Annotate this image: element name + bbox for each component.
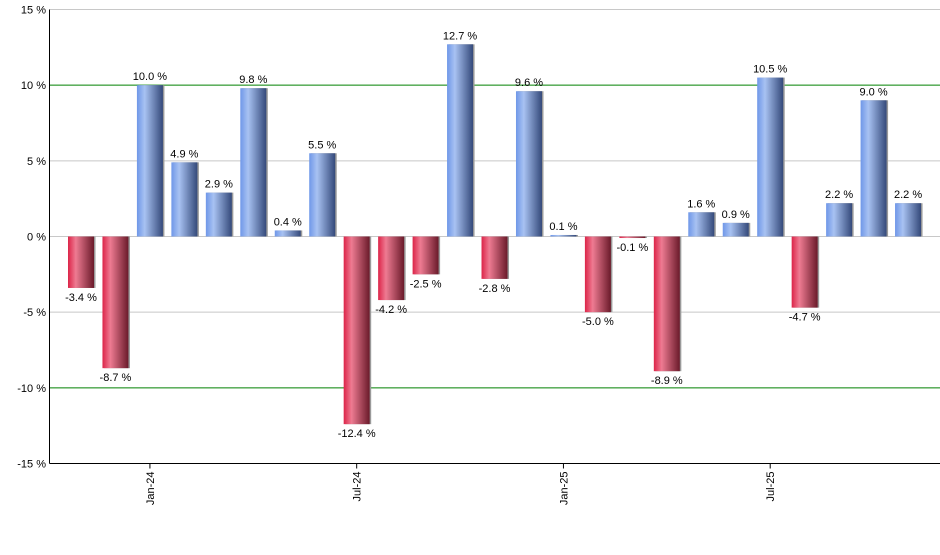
data-label: 10.5 % bbox=[753, 64, 787, 76]
x-tick-label: Jul-25 bbox=[765, 472, 777, 502]
data-label: 2.9 % bbox=[205, 179, 233, 191]
bar bbox=[895, 203, 921, 236]
y-tick-label: -5 % bbox=[23, 307, 46, 319]
bar bbox=[240, 88, 266, 236]
bar bbox=[861, 100, 887, 236]
x-tick-label: Jul-24 bbox=[352, 472, 364, 502]
data-label: 2.2 % bbox=[894, 189, 922, 201]
bar bbox=[68, 237, 94, 288]
bar bbox=[688, 212, 714, 236]
data-label: -2.5 % bbox=[410, 278, 442, 290]
data-label: -5.0 % bbox=[582, 316, 614, 328]
bar bbox=[102, 237, 128, 369]
bar bbox=[413, 237, 439, 275]
bar bbox=[654, 237, 680, 372]
data-label: 0.1 % bbox=[549, 221, 577, 233]
y-tick-label: 0 % bbox=[27, 232, 46, 244]
x-tick-label: Jan-25 bbox=[558, 472, 570, 506]
bar bbox=[792, 237, 818, 308]
data-label: -8.9 % bbox=[651, 375, 683, 387]
bar bbox=[550, 235, 576, 237]
bar bbox=[206, 193, 232, 237]
data-label: -12.4 % bbox=[338, 428, 376, 440]
y-tick-label: 10 % bbox=[21, 80, 46, 92]
data-label: 4.9 % bbox=[170, 148, 198, 160]
bar bbox=[826, 203, 852, 236]
data-label: 2.2 % bbox=[825, 189, 853, 201]
bar bbox=[619, 237, 645, 239]
data-label: -4.7 % bbox=[789, 312, 821, 324]
data-label: -4.2 % bbox=[375, 304, 407, 316]
y-tick-label: 15 % bbox=[21, 5, 46, 17]
x-tick-label: Jan-24 bbox=[145, 472, 157, 506]
bar bbox=[378, 237, 404, 301]
y-tick-label: -15 % bbox=[17, 459, 46, 471]
data-label: 12.7 % bbox=[443, 30, 477, 42]
data-label: 5.5 % bbox=[308, 139, 336, 151]
bar bbox=[275, 230, 301, 236]
data-label: 0.4 % bbox=[274, 216, 302, 228]
bar bbox=[309, 153, 335, 236]
data-label: -0.1 % bbox=[616, 242, 648, 254]
data-label: -3.4 % bbox=[65, 292, 97, 304]
bar bbox=[757, 78, 783, 237]
data-label: -8.7 % bbox=[100, 372, 132, 384]
bar bbox=[516, 91, 542, 236]
y-tick-label: 5 % bbox=[27, 156, 46, 168]
bar bbox=[482, 237, 508, 279]
data-label: 9.0 % bbox=[860, 86, 888, 98]
bar bbox=[585, 237, 611, 313]
y-tick-label: -10 % bbox=[17, 383, 46, 395]
bar bbox=[344, 237, 370, 425]
data-label: 9.8 % bbox=[239, 74, 267, 86]
data-label: 9.6 % bbox=[515, 77, 543, 89]
data-label: 1.6 % bbox=[687, 198, 715, 210]
data-label: -2.8 % bbox=[479, 283, 511, 295]
bar bbox=[171, 162, 197, 236]
data-label: 0.9 % bbox=[722, 209, 750, 221]
bar bbox=[137, 85, 163, 236]
data-label: 10.0 % bbox=[133, 71, 167, 83]
bar bbox=[447, 44, 473, 236]
bar bbox=[723, 223, 749, 237]
bars bbox=[68, 44, 923, 424]
